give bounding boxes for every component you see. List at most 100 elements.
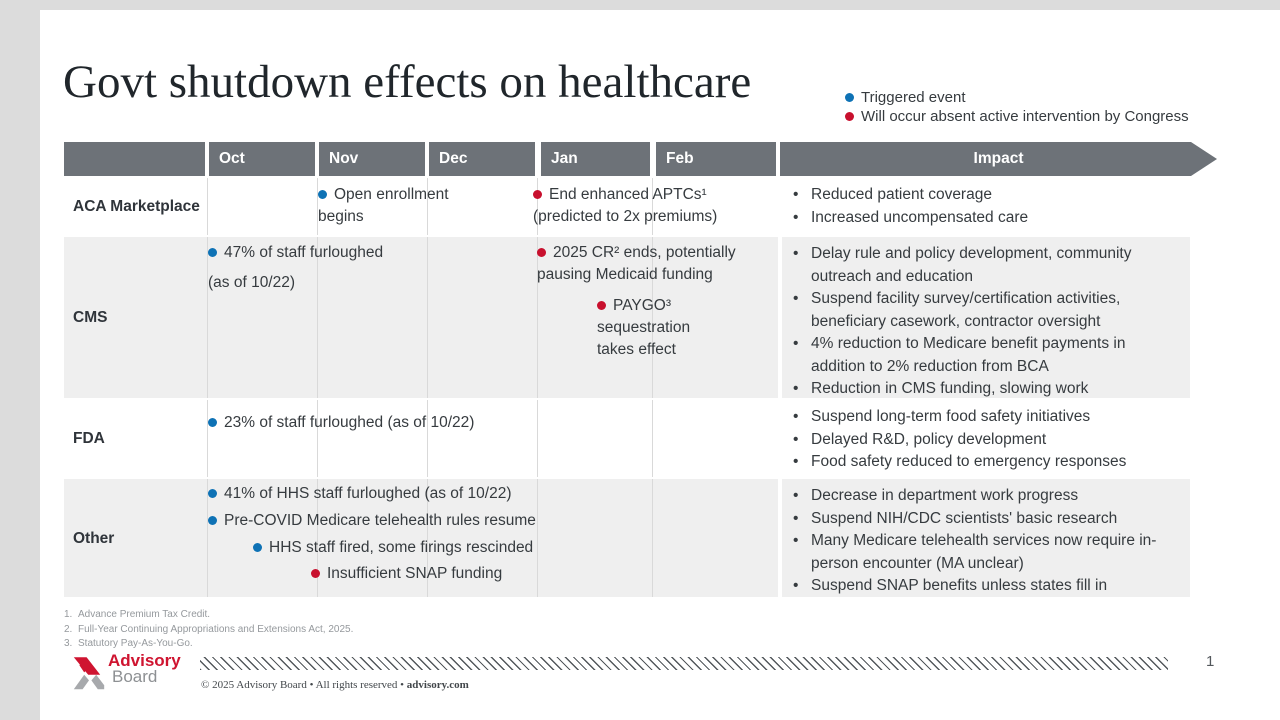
slide-margin-left xyxy=(0,0,40,720)
column-header-label: Jan xyxy=(551,150,578,167)
impact-item: Many Medicare telehealth services now re… xyxy=(791,530,1184,575)
slide-margin-top xyxy=(0,0,1280,10)
advisory-board-logo: Advisory Board xyxy=(73,652,181,695)
event-text: Pre-COVID Medicare telehealth rules resu… xyxy=(224,512,536,529)
logo-text: Advisory Board xyxy=(108,652,181,695)
impact-cell: Reduced patient coverage Increased uncomp… xyxy=(782,178,1190,235)
row-label: ACA Marketplace xyxy=(64,178,207,235)
column-divider xyxy=(207,400,208,477)
column-divider xyxy=(427,237,428,398)
triggered-event-dot-icon xyxy=(253,543,262,552)
column-header-label: Feb xyxy=(666,150,694,167)
column-divider xyxy=(317,400,318,477)
event-line: 41% of HHS staff furloughed (as of 10/22… xyxy=(208,483,512,505)
triggered-event-dot-icon xyxy=(208,516,217,525)
footnote-text: Full-Year Continuing Appropriations and … xyxy=(78,623,354,635)
legend-label: Will occur absent active intervention by… xyxy=(861,108,1189,125)
logo-word-board: Board xyxy=(112,667,158,686)
triggered-event-dot-icon xyxy=(208,418,217,427)
event-line: 2025 CR² ends, potentially xyxy=(537,242,736,264)
impact-text: Suspend long-term food safety initiative… xyxy=(811,408,1091,425)
timeline-event: Open enrollment begins xyxy=(318,184,449,228)
advisory-board-mark-icon xyxy=(73,657,105,690)
row-label: FDA xyxy=(64,400,207,477)
footnote: 2. Full-Year Continuing Appropriations an… xyxy=(64,623,353,638)
timeline-event: 41% of HHS staff furloughed (as of 10/22… xyxy=(208,483,512,505)
legend-label: Triggered event xyxy=(861,89,966,106)
timeline-row-aca-marketplace: ACA Marketplace Open enrollment begins End … xyxy=(64,178,778,235)
copyright-domain: advisory.com xyxy=(406,679,469,691)
column-divider xyxy=(317,178,318,235)
header-cell-feb: Feb xyxy=(656,142,776,176)
row-label: Other xyxy=(64,479,207,597)
event-text: HHS staff fired, some firings rescinded xyxy=(269,539,534,556)
hatch-divider-pattern xyxy=(200,657,1168,670)
header-cell-nov: Nov xyxy=(319,142,425,176)
impact-text: Delayed R&D, policy development xyxy=(811,430,1047,448)
column-header-label: Oct xyxy=(219,150,245,167)
column-header-label: Dec xyxy=(439,150,468,167)
event-line: takes effect xyxy=(597,341,676,358)
column-divider xyxy=(652,237,653,398)
column-divider xyxy=(537,237,538,398)
header-cell-blank xyxy=(64,142,205,176)
column-divider xyxy=(652,479,653,597)
footnote-text: Advance Premium Tax Credit. xyxy=(78,609,211,620)
impact-text: Reduction in CMS funding, slowing work xyxy=(811,380,1089,397)
triggered-event-dot-icon xyxy=(318,190,327,199)
impact-text: Increased uncompensated care xyxy=(811,208,1029,226)
row-label-text: Other xyxy=(73,529,115,547)
impact-item: Delay rule and policy development, commu… xyxy=(791,243,1184,288)
column-divider xyxy=(427,479,428,597)
footnote: 1. Advance Premium Tax Credit. xyxy=(64,608,353,623)
column-divider xyxy=(207,178,208,235)
event-text: End enhanced APTCs¹ xyxy=(549,186,707,203)
impact-text: Suspend NIH/CDC scientists' basic resear… xyxy=(811,509,1118,527)
event-line: begins xyxy=(318,208,364,225)
impact-cell: Decrease in department work progress Susp… xyxy=(782,479,1190,597)
column-divider xyxy=(317,237,318,398)
event-text: 2025 CR² ends, potentially xyxy=(553,244,736,261)
event-line: sequestration xyxy=(597,319,691,336)
row-label-text: CMS xyxy=(73,309,108,326)
column-divider xyxy=(317,479,318,597)
event-text: 47% of staff furloughed xyxy=(224,244,384,261)
event-text: 41% of HHS staff furloughed (as of 10/22… xyxy=(224,485,512,502)
footnote-text: Statutory Pay-As-You-Go. xyxy=(78,638,193,649)
column-divider xyxy=(537,178,538,235)
impact-item: Suspend NIH/CDC scientists' basic resear… xyxy=(791,508,1184,531)
header-cell-impact-arrow: Impact xyxy=(780,142,1217,176)
header-cell-dec: Dec xyxy=(429,142,535,176)
impact-item: 4% reduction to Medicare benefit payment… xyxy=(791,333,1184,378)
event-line: (predicted to 2x premiums) xyxy=(533,208,718,225)
event-line: PAYGO³ xyxy=(597,295,690,317)
impact-item: Suspend SNAP benefits unless states fill… xyxy=(791,575,1184,598)
timeline-event: 47% of staff furloughed (as of 10/22) xyxy=(208,242,383,294)
event-line: Open enrollment xyxy=(318,184,449,206)
row-label: CMS xyxy=(64,237,207,398)
intervention-event-dot-icon xyxy=(845,112,854,121)
triggered-event-dot-icon xyxy=(845,93,854,102)
impact-item: Suspend facility survey/certification ac… xyxy=(791,288,1184,333)
timeline-event: Insufficient SNAP funding xyxy=(311,563,502,585)
impact-text: Reduced patient coverage xyxy=(811,186,992,203)
timeline-event: PAYGO³ sequestration takes effect xyxy=(597,295,690,361)
event-line: Insufficient SNAP funding xyxy=(311,563,502,585)
event-line: 23% of staff furloughed (as of 10/22) xyxy=(208,412,474,434)
column-divider xyxy=(427,178,428,235)
footnote: 3. Statutory Pay-As-You-Go. xyxy=(64,637,353,652)
impact-list: Decrease in department work progress Susp… xyxy=(791,485,1184,598)
event-text: PAYGO³ xyxy=(613,297,671,314)
timeline-table: Oct Nov Dec Jan Feb Impact ACA Marketpla… xyxy=(64,142,1224,602)
column-header-label: Nov xyxy=(329,150,359,167)
column-divider xyxy=(652,178,653,235)
event-line: End enhanced APTCs¹ xyxy=(533,184,717,206)
header-cell-oct: Oct xyxy=(209,142,315,176)
event-line: Pre-COVID Medicare telehealth rules resu… xyxy=(208,510,536,532)
timeline-row-other: Other 41% of HHS staff furloughed (as of … xyxy=(64,479,778,597)
timeline-event: 23% of staff furloughed (as of 10/22) xyxy=(208,412,474,434)
event-line: HHS staff fired, some firings rescinded xyxy=(253,537,533,559)
timeline-row-fda: FDA 23% of staff furloughed (as of 10/22) xyxy=(64,400,778,477)
column-divider xyxy=(537,479,538,597)
impact-item: Food safety reduced to emergency respons… xyxy=(791,451,1184,474)
